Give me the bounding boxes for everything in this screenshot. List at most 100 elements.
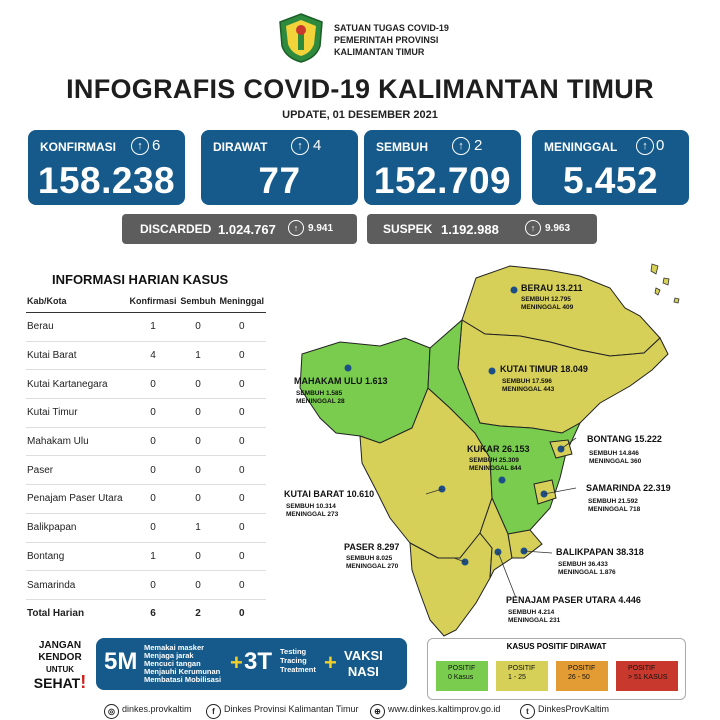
cell-meninggal: 0 <box>217 398 266 428</box>
cell-meninggal: 0 <box>217 513 266 543</box>
cell-meninggal: 0 <box>217 427 266 457</box>
label-balikpapan: BALIKPAPAN 38.318 SEMBUH 36.433 MENINGGA… <box>556 547 644 576</box>
region-name: BERAU 13.211 <box>521 283 583 293</box>
legend-item-orange: POSITIF 26 - 50 <box>556 661 608 691</box>
stat-label: SEMBUH <box>376 140 429 154</box>
region-sembuh: SEMBUH 12.795 <box>521 296 571 303</box>
suspek-value: 1.192.988 <box>441 222 499 237</box>
stat-card-konfirmasi: KONFIRMASI ↑ 6 158.238 <box>28 130 185 205</box>
legend-range: 1 - 25 <box>508 674 526 681</box>
label-kukar: KUKAR 26.153 SEMBUH 25.309 MENINGGAL 844 <box>467 444 530 472</box>
cell-sembuh: 0 <box>178 542 218 572</box>
region-name: PASER 8.297 <box>344 542 399 552</box>
cell-region: Kutai Timur <box>26 398 128 428</box>
stat-label: DIRAWAT <box>213 140 268 154</box>
legend-title: KASUS POSITIF DIRAWAT <box>506 642 607 651</box>
stat-label: KONFIRMASI <box>40 140 116 154</box>
leader-line <box>560 437 577 450</box>
plus-icon: + <box>230 650 243 675</box>
region-sembuh: SEMBUH 4.214 <box>508 609 555 616</box>
cell-konfirmasi: 0 <box>127 398 179 428</box>
instagram-handle[interactable]: dinkes.provkaltim <box>122 704 192 714</box>
table-row: Paser 0 0 0 <box>26 455 266 486</box>
twitter-icon: t <box>520 704 535 719</box>
region-sembuh: SEMBUH 14.846 <box>589 450 639 457</box>
discarded-value: 1.024.767 <box>218 222 276 237</box>
label-paser: PASER 8.297 SEMBUH 8.025 MENINGGAL 270 <box>344 542 399 570</box>
organization-block: SATUAN TUGAS COVID-19 PEMERINTAH PROVINS… <box>334 22 449 58</box>
org-line-3: KALIMANTAN TIMUR <box>334 47 425 57</box>
map-legend: KASUS POSITIF DIRAWAT POSITIF 0 Kasus PO… <box>427 638 686 700</box>
cell-region: Total Harian <box>27 608 85 620</box>
slogan-line: SEHAT <box>33 675 81 691</box>
region-meninggal: MENINGGAL 360 <box>589 458 642 465</box>
cell-sembuh: 0 <box>178 455 218 486</box>
region-sembuh: SEMBUH 36.433 <box>558 561 608 568</box>
label-kutai-timur: KUTAI TIMUR 18.049 SEMBUH 17.596 MENINGG… <box>500 364 588 393</box>
region-sembuh: SEMBUH 10.314 <box>286 503 336 510</box>
daily-case-table: Kab/Kota Konfirmasi Sembuh Meninggal Ber… <box>26 290 266 628</box>
leader-line <box>453 557 466 563</box>
slogan-line: KENDOR <box>38 652 82 663</box>
legend-range: 0 Kasus <box>448 674 474 681</box>
region-meninggal: MENINGGAL 718 <box>588 506 641 513</box>
globe-icon: ⊕ <box>370 704 385 719</box>
suspek-delta: 9.963 <box>545 223 571 234</box>
5m-label: 5M <box>104 648 138 675</box>
cell-region: Bontang <box>26 542 128 572</box>
arrow-up-icon: ↑ <box>525 220 541 236</box>
cell-sembuh: 0 <box>178 570 218 600</box>
leader-line <box>497 551 517 599</box>
legend-item-green: POSITIF 0 Kasus <box>436 661 488 691</box>
cell-meninggal: 0 <box>217 369 266 400</box>
stat-label: MENINGGAL <box>544 140 618 154</box>
campaign-slogan: JANGAN KENDOR UNTUK SEHAT! <box>30 640 90 692</box>
vaksinasi-line-2: NASI <box>347 664 379 679</box>
cell-meninggal: 0 <box>217 570 266 600</box>
region-name: BALIKPAPAN 38.318 <box>556 547 644 557</box>
table-row: Kutai Kartanegara 0 0 0 <box>26 369 266 400</box>
org-line-1: SATUAN TUGAS COVID-19 <box>334 23 449 33</box>
region-meninggal: MENINGGAL 231 <box>508 617 561 624</box>
cell-meninggal: 0 <box>217 341 266 371</box>
facebook-handle[interactable]: Dinkes Provinsi Kalimantan Timur <box>224 704 359 714</box>
arrow-up-icon: ↑ <box>452 137 470 155</box>
label-mahakam-ulu: MAHAKAM ULU 1.613 SEMBUH 1.585 MENINGGAL… <box>294 376 388 405</box>
table-row: Mahakam Ulu 0 0 0 <box>26 427 266 457</box>
region-sembuh: SEMBUH 17.596 <box>502 378 552 385</box>
cell-meninggal: 0 <box>217 455 266 486</box>
region-sembuh: SEMBUH 25.309 <box>469 457 519 464</box>
facebook-icon: f <box>206 704 221 719</box>
page-title: INFOGRAFIS COVID-19 KALIMANTAN TIMUR <box>66 74 654 104</box>
health-protocol-banner: 5M Memakai masker Menjaga jarak Mencuci … <box>96 638 407 690</box>
marker-berau <box>510 286 518 294</box>
twitter-handle[interactable]: DinkesProvKaltim <box>538 704 610 714</box>
table-title: INFORMASI HARIAN KASUS <box>52 272 229 287</box>
3t-item: Treatment <box>280 665 316 674</box>
suspek-bar: SUSPEK 1.192.988 ↑ 9.963 <box>367 214 597 244</box>
legend-label: POSITIF <box>448 665 476 672</box>
stat-delta: 4 <box>313 137 322 154</box>
cell-region: Kutai Barat <box>26 341 128 371</box>
leader-line <box>425 488 443 495</box>
website-link[interactable]: www.dinkes.kaltimprov.go.id <box>388 704 501 714</box>
leader-line <box>543 487 577 495</box>
arrow-up-icon: ↑ <box>131 137 149 155</box>
discarded-bar: DISCARDED 1.024.767 ↑ 9.941 <box>122 214 357 244</box>
col-header: Meninggal <box>217 290 266 313</box>
5m-item: Memakai masker <box>144 643 205 652</box>
3t-item: Tracing <box>280 656 307 665</box>
cell-konfirmasi: 1 <box>127 312 179 342</box>
cell-region: Mahakam Ulu <box>26 427 128 457</box>
cell-sembuh: 1 <box>178 341 218 371</box>
org-line-2: PEMERINTAH PROVINSI <box>334 35 439 45</box>
stat-delta: 2 <box>474 137 483 154</box>
stat-value: 158.238 <box>37 160 176 201</box>
instagram-icon: ◎ <box>104 704 119 719</box>
stat-value: 152.709 <box>373 160 512 201</box>
marker-mahakam-ulu <box>344 364 352 372</box>
cell-sembuh: 1 <box>178 513 218 543</box>
discarded-label: DISCARDED <box>140 222 212 236</box>
arrow-up-icon: ↑ <box>291 137 309 155</box>
stat-delta: 0 <box>656 137 665 154</box>
